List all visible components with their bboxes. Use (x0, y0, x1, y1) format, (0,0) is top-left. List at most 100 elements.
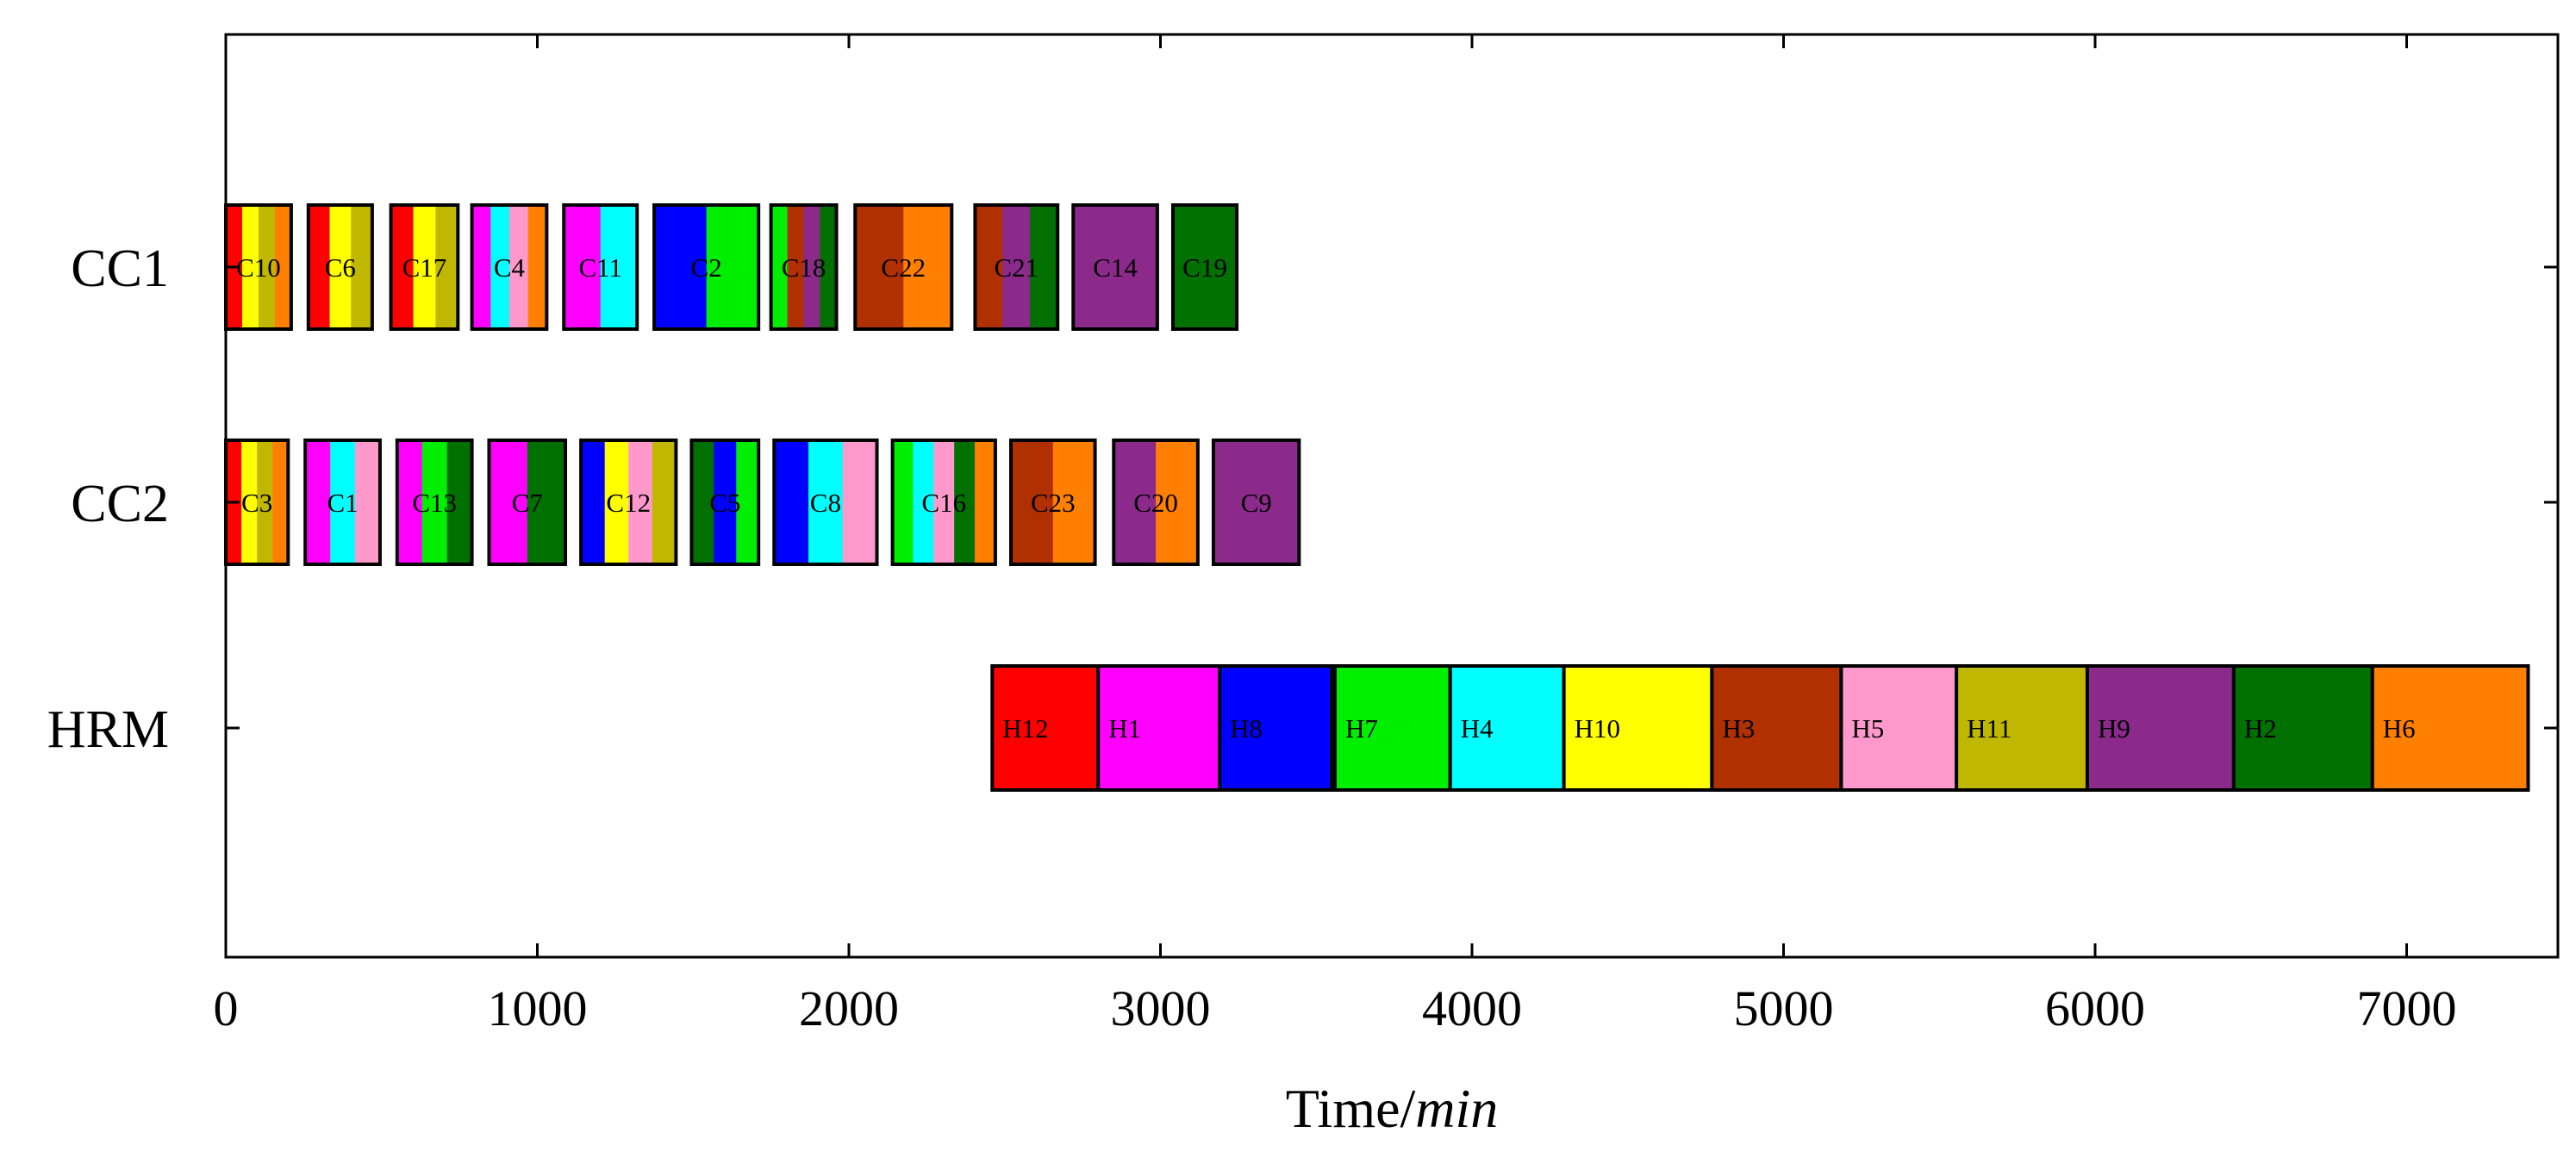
job-bar: H1 (1096, 664, 1222, 792)
job-label: C9 (1241, 488, 1272, 518)
job-segment (1052, 440, 1096, 564)
job-label: H10 (1575, 713, 1620, 743)
job-segment (435, 205, 458, 329)
job-outline (470, 203, 549, 331)
job-bar: H8 (1218, 664, 1334, 792)
job-bar: C9 (1211, 439, 1301, 566)
job-segment (527, 205, 547, 329)
job-segment (1172, 205, 1238, 329)
job-segment (691, 440, 714, 564)
job-segment (1841, 666, 1957, 790)
job-segment (1450, 666, 1565, 790)
job-bar: C20 (1112, 439, 1200, 566)
job-segment (706, 205, 759, 329)
job-label: H8 (1230, 713, 1263, 743)
job-segment (604, 440, 629, 564)
job-outline (1112, 439, 1200, 566)
job-segment (257, 440, 273, 564)
job-bar: C21 (973, 203, 1060, 331)
job-bar: H9 (2085, 664, 2236, 792)
job-outline (303, 439, 382, 566)
job-label: C18 (782, 252, 826, 283)
job-segment (330, 440, 356, 564)
x-axis-title-unit: min (1415, 1078, 1498, 1139)
x-axis-title: Time/min (1286, 1078, 1499, 1139)
job-segment (2086, 666, 2235, 790)
job-outline (395, 439, 474, 566)
job-segment (581, 440, 606, 564)
job-outline (769, 203, 839, 331)
job-outline (306, 203, 374, 331)
job-bar: C22 (853, 203, 954, 331)
job-bar: C5 (689, 439, 761, 566)
job-segment (803, 205, 821, 329)
x-tick-label: 0 (214, 980, 239, 1036)
job-segment (892, 440, 914, 564)
job-bar: C10 (224, 203, 293, 331)
job-segment (933, 440, 955, 564)
job-label: H3 (1722, 713, 1755, 743)
job-segment (446, 440, 473, 564)
job-bar: C14 (1071, 203, 1159, 331)
x-axis-title-text: Time/ (1286, 1078, 1416, 1139)
job-segment (1010, 440, 1054, 564)
job-outline (1071, 203, 1159, 331)
job-label: H12 (1002, 713, 1048, 743)
job-segment (274, 205, 292, 329)
job-bar: H11 (1955, 664, 2089, 792)
job-label: C10 (236, 252, 281, 283)
job-segment (628, 440, 653, 564)
job-label: C13 (412, 488, 457, 518)
job-label: C19 (1182, 252, 1227, 283)
job-segment (396, 440, 423, 564)
job-outline (1170, 203, 1239, 331)
job-bar: C19 (1170, 203, 1239, 331)
job-segment (1956, 666, 2088, 790)
job-segment (954, 440, 976, 564)
x-tick-label: 2000 (799, 980, 899, 1036)
job-segment (471, 205, 491, 329)
job-segment (600, 205, 638, 329)
job-segment (527, 440, 566, 564)
job-label: H5 (1851, 713, 1884, 743)
job-bar: C23 (1008, 439, 1097, 566)
x-tick-label: 1000 (488, 980, 588, 1036)
job-label: C16 (921, 488, 966, 518)
job-outline (853, 203, 954, 331)
job-segment (1113, 440, 1157, 564)
job-segment (913, 440, 934, 564)
job-label: C2 (691, 252, 722, 283)
job-segment (258, 205, 276, 329)
job-outline (1218, 664, 1334, 792)
job-segment (787, 205, 805, 329)
job-outline (689, 439, 761, 566)
job-label: C22 (881, 252, 926, 283)
job-outline (1008, 439, 1097, 566)
x-tick-label: 3000 (1111, 980, 1211, 1036)
job-bar: H4 (1448, 664, 1566, 792)
job-label: H6 (2383, 713, 2416, 743)
job-segment (308, 205, 331, 329)
job-bar: C8 (772, 439, 879, 566)
job-segment (2233, 666, 2373, 790)
job-segment (329, 205, 352, 329)
job-label: H2 (2244, 713, 2277, 743)
x-tick-label: 5000 (1734, 980, 1834, 1036)
job-label: C20 (1133, 488, 1178, 518)
row-labels: CC1 CC2 HRM (47, 240, 169, 759)
job-bar: H6 (2370, 664, 2530, 792)
job-segment (975, 205, 1003, 329)
job-segment (992, 666, 1099, 790)
job-segment (1156, 440, 1199, 564)
job-segment (1219, 666, 1332, 790)
job-bar: H10 (1562, 664, 1714, 792)
job-label: C11 (578, 252, 622, 283)
job-label: C1 (327, 488, 358, 518)
job-segment (1213, 440, 1300, 564)
job-label: C21 (994, 252, 1039, 283)
job-segment (489, 440, 528, 564)
job-bar: C7 (487, 439, 568, 566)
job-bar: C2 (652, 203, 761, 331)
job-label: H11 (1967, 713, 2012, 743)
job-segment (1002, 205, 1031, 329)
